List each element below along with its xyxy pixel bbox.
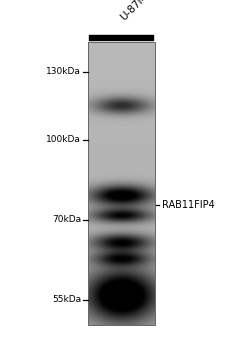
Bar: [88, 42, 155, 325]
Text: 70kDa: 70kDa: [52, 216, 81, 224]
Text: RAB11FIP4: RAB11FIP4: [162, 200, 215, 210]
Text: 100kDa: 100kDa: [46, 135, 81, 145]
Text: 55kDa: 55kDa: [52, 295, 81, 304]
Text: U-87MG: U-87MG: [118, 0, 154, 22]
Text: 130kDa: 130kDa: [46, 68, 81, 77]
